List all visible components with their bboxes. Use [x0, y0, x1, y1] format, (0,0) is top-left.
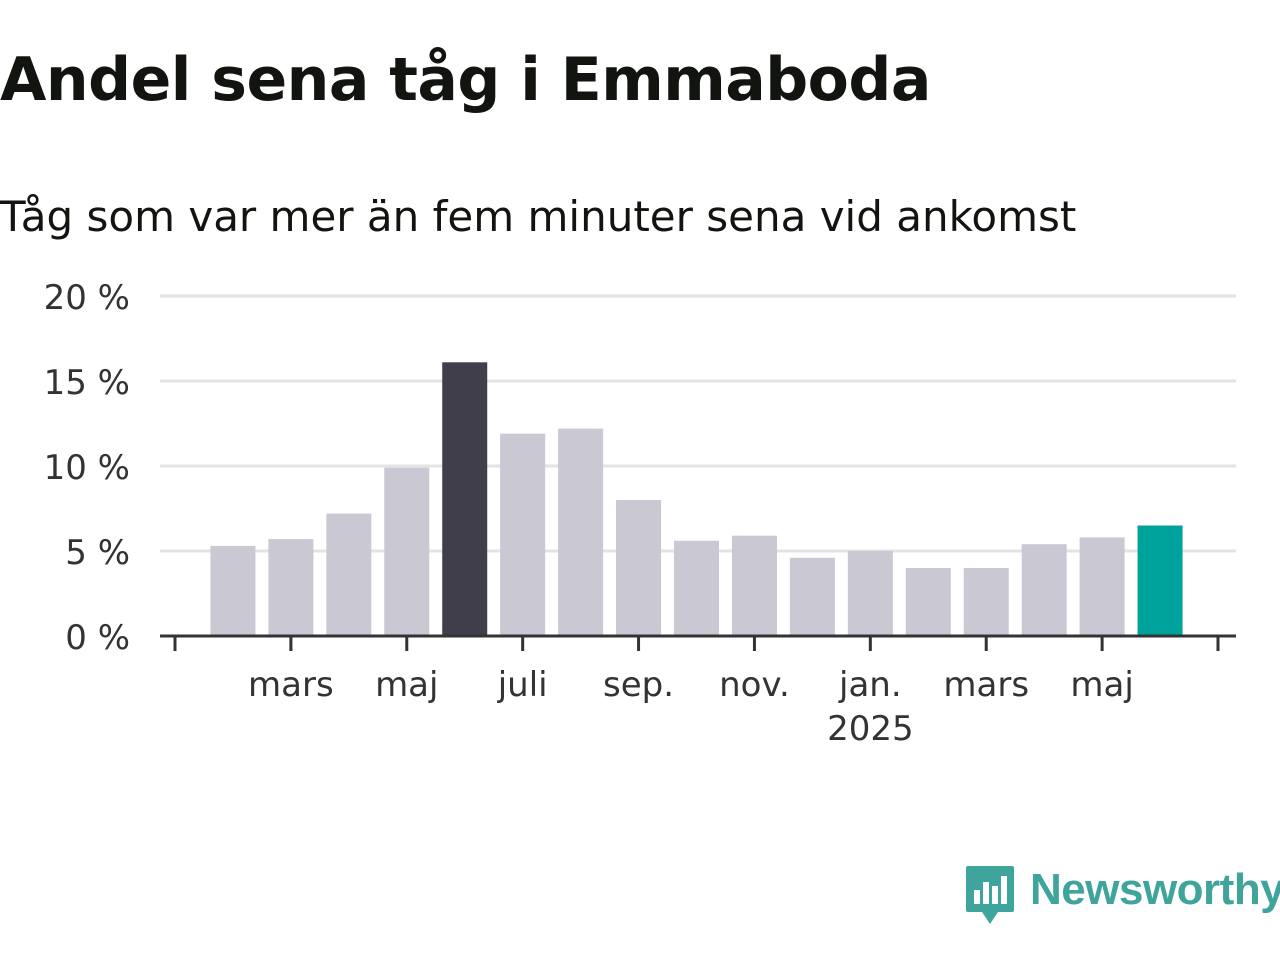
bar: [847, 551, 893, 636]
bar: [268, 539, 314, 636]
y-tick-label: 5 %: [65, 533, 130, 573]
x-tick-label: mars: [248, 665, 334, 705]
y-tick-label: 10 %: [44, 448, 130, 488]
chart-subtitle: Tåg som var mer än fem minuter sena vid …: [0, 192, 1077, 241]
bar: [558, 428, 604, 636]
bar: [1021, 544, 1067, 636]
bar: [1079, 537, 1125, 636]
bar: [731, 535, 777, 636]
y-tick-label: 0 %: [65, 618, 130, 658]
bar: [500, 433, 546, 636]
bar-chart: 0 % 5 % 10 % 15 % 20 % mars maj juli sep. nov. jan…: [44, 278, 1236, 749]
logo-text: Newsworthy: [1030, 865, 1280, 914]
y-tick-label: 20 %: [44, 278, 130, 318]
bar: [789, 557, 835, 636]
chart-title: Andel sena tåg i Emmaboda: [0, 45, 931, 115]
bar: [442, 362, 488, 636]
bar: [1137, 525, 1183, 636]
x-tick-year-label: 2025: [827, 709, 914, 749]
bar: [963, 568, 1009, 636]
x-tick-label: maj: [375, 665, 438, 705]
bar: [326, 513, 372, 636]
y-tick-label: 15 %: [44, 363, 130, 403]
x-tick-label: sep.: [603, 665, 674, 705]
bar: [384, 467, 430, 636]
bar: [210, 545, 256, 636]
bar: [905, 568, 951, 636]
x-tick-label: nov.: [719, 665, 790, 705]
bar: [616, 500, 662, 636]
x-tick-label: mars: [943, 665, 1029, 705]
x-tick-label: juli: [497, 665, 548, 705]
x-tick-label: maj: [1070, 665, 1133, 705]
bar-chart-speech-bubble-icon: [966, 866, 1014, 924]
bar: [674, 540, 719, 636]
x-tick-label: jan.: [838, 665, 902, 705]
newsworthy-logo: Newsworthy: [964, 864, 1280, 928]
